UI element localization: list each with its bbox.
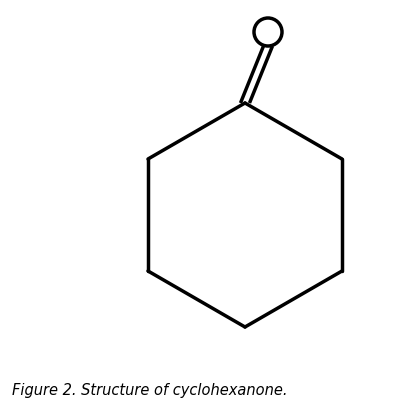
- Text: Figure 2. Structure of cyclohexanone.: Figure 2. Structure of cyclohexanone.: [12, 383, 288, 398]
